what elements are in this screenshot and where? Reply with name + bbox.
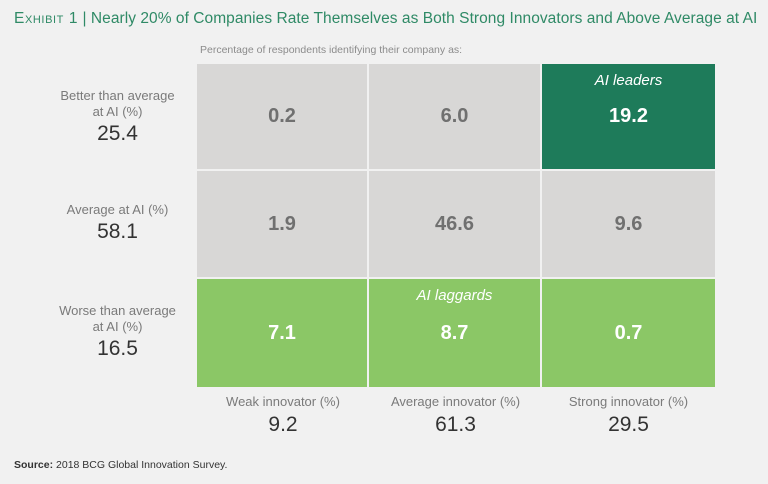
- row-total: 58.1: [97, 220, 138, 243]
- column-label: Weak innovator (%) 9.2: [197, 394, 369, 437]
- row-label-text: Worse than average at AI (%): [59, 303, 176, 334]
- column-total: 61.3: [435, 413, 476, 436]
- column-total: 9.2: [268, 413, 298, 436]
- heatmap-grid: 0.2 6.0 AI leaders 19.2 1.9 46.6 9.6 7.1 AI lagg…: [197, 64, 715, 387]
- source-note: Source: 2018 BCG Global Innovation Surve…: [14, 459, 227, 471]
- cell-annotation: AI laggards: [416, 287, 493, 304]
- column-label-text: Average innovator (%): [390, 394, 521, 409]
- cell-value: 0.7: [614, 321, 643, 344]
- row-total: 16.5: [97, 337, 138, 360]
- column-total: 29.5: [608, 413, 649, 436]
- heatmap-cell: 1.9: [197, 171, 369, 279]
- cell-value: 0.2: [268, 105, 296, 127]
- heatmap-cell: AI laggards 8.7: [369, 279, 542, 387]
- heatmap-cell: 9.6: [542, 171, 715, 279]
- heatmap-cell: 6.0: [369, 64, 542, 171]
- column-label-text: Weak innovator (%): [226, 394, 340, 409]
- cell-value: 6.0: [440, 105, 469, 127]
- cell-annotation: AI leaders: [594, 72, 663, 89]
- title-text: Nearly 20% of Companies Rate Themselves …: [90, 10, 758, 27]
- cell-value: 8.7: [440, 321, 469, 344]
- source-text: 2018 BCG Global Innovation Survey.: [53, 459, 228, 471]
- row-label: Average at AI (%) 58.1: [40, 202, 195, 244]
- row-label: Worse than average at AI (%) 16.5: [40, 303, 195, 361]
- heatmap-cell: 7.1: [197, 279, 369, 387]
- row-label-text: Average at AI (%): [66, 202, 169, 217]
- cell-value: 19.2: [609, 105, 648, 127]
- exhibit-label: Exhibit 1: [14, 10, 79, 27]
- column-label: Strong innovator (%) 29.5: [542, 394, 715, 437]
- cell-value: 46.6: [435, 212, 474, 235]
- heatmap-cell: 0.2: [197, 64, 369, 171]
- column-label-text: Strong innovator (%): [568, 394, 689, 409]
- cell-value: 9.6: [614, 212, 643, 235]
- row-total: 25.4: [97, 122, 138, 145]
- heatmap-cell: AI leaders 19.2: [542, 64, 715, 171]
- chart-subtitle: Percentage of respondents identifying th…: [200, 44, 463, 56]
- title-separator: |: [78, 10, 91, 27]
- cell-value: 7.1: [268, 321, 296, 344]
- row-label-text: Better than average at AI (%): [60, 88, 175, 119]
- heatmap-cell: 46.6: [369, 171, 542, 279]
- source-label: Source:: [14, 459, 54, 471]
- row-label: Better than average at AI (%) 25.4: [40, 88, 195, 146]
- heatmap-cell: 0.7: [542, 279, 715, 387]
- column-label: Average innovator (%) 61.3: [369, 394, 542, 437]
- cell-value: 1.9: [268, 212, 296, 235]
- chart-title: Exhibit 1 | Nearly 20% of Companies Rate…: [14, 10, 757, 28]
